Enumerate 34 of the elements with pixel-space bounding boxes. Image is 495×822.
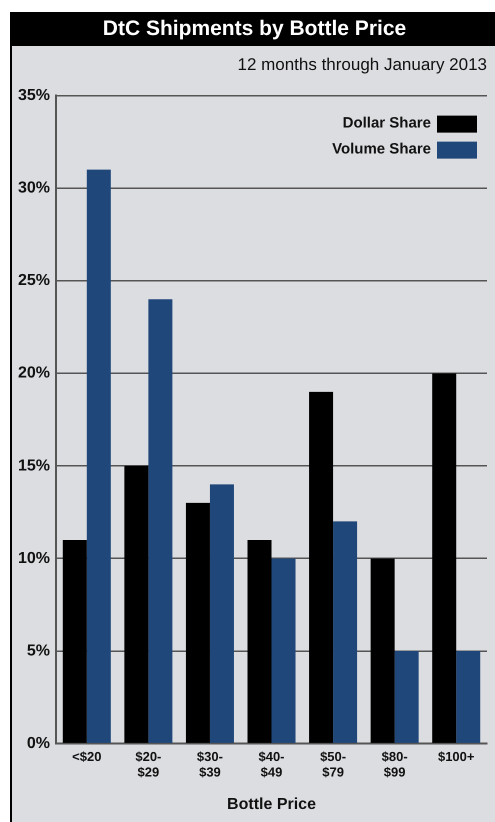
y-tick-label: 20% <box>18 364 50 382</box>
bar <box>432 373 456 743</box>
x-axis-title: Bottle Price <box>227 796 316 813</box>
y-tick-label: 25% <box>18 272 50 290</box>
bar <box>370 558 395 743</box>
y-tick-label: 35% <box>18 87 50 104</box>
bar <box>86 170 111 743</box>
legend-label: Volume Share <box>332 140 431 158</box>
legend-label: Dollar Share <box>342 114 431 132</box>
x-tick-label: <$20 <box>72 748 102 764</box>
chart-title: DtC Shipments by Bottle Price <box>12 12 495 46</box>
bar <box>394 651 419 743</box>
y-tick-label: 15% <box>18 457 50 474</box>
bar <box>186 502 210 743</box>
x-tick-label: $100+ <box>438 748 475 764</box>
x-tick-label: $80- $99 <box>382 748 408 780</box>
bar <box>248 540 272 743</box>
y-tick-label: 0% <box>26 735 50 752</box>
chart-subtitle: 12 months through January 2013 <box>236 54 488 76</box>
y-tick-label: 10% <box>18 550 50 567</box>
bar <box>333 521 358 743</box>
x-tick-label: $20- $29 <box>135 748 162 780</box>
x-tick-label: $40- $49 <box>258 748 285 780</box>
bar <box>309 392 334 743</box>
bar <box>62 540 87 743</box>
bar <box>124 466 148 743</box>
bar <box>456 651 480 743</box>
bar <box>210 484 234 743</box>
y-tick-label: 30% <box>18 180 50 197</box>
bar <box>148 299 172 743</box>
x-tick-label: $50- $79 <box>320 748 346 780</box>
x-tick-label: $30- $39 <box>196 748 223 780</box>
y-tick-label: 5% <box>26 642 50 660</box>
bar <box>272 558 296 743</box>
